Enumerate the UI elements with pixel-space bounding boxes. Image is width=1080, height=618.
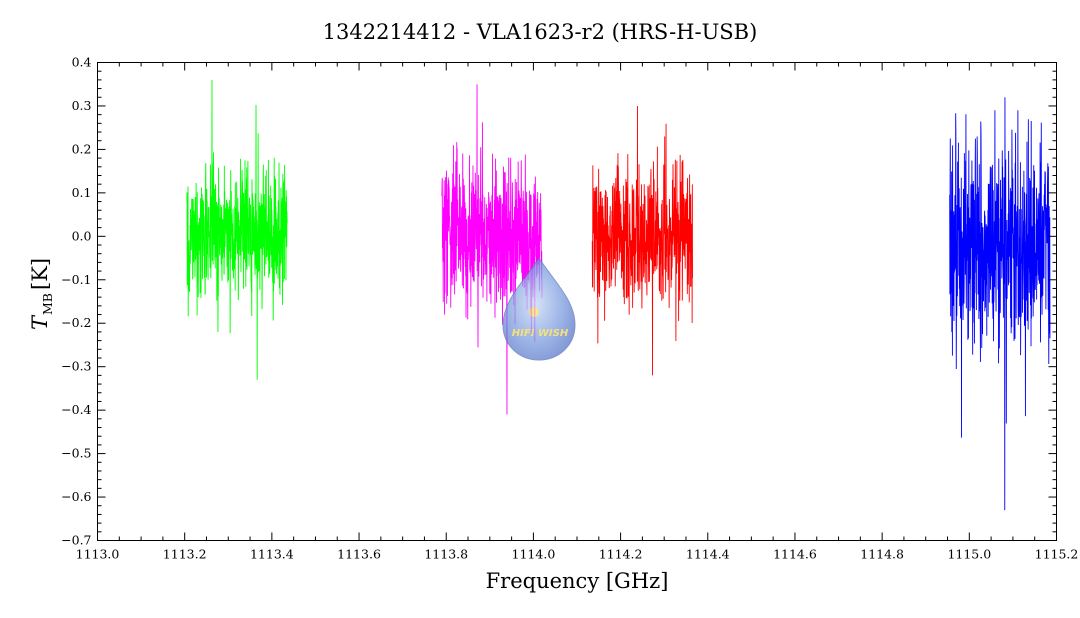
x-tick-label: 1113.6 — [337, 547, 381, 562]
x-tick-label: 1113.4 — [250, 547, 294, 562]
wish-logo-watermark: HIFI WISH — [502, 257, 576, 361]
x-axis: 1113.0 1113.2 1113.4 1113.6 1113.8 1114.0 1114… — [76, 62, 1079, 562]
y-tick-label: 0.4 — [72, 55, 92, 70]
chart-title: 1342214412 - VLA1623-r2 (HRS-H-USB) — [323, 20, 758, 44]
y-axis-label-sub: MB — [40, 293, 55, 315]
spectrum-series-2 — [441, 84, 543, 415]
x-tick-label: 1114.0 — [512, 547, 556, 562]
x-tick-label: 1113.2 — [163, 547, 207, 562]
spectrum-series-3 — [591, 105, 693, 376]
x-tick-label: 1113.8 — [424, 547, 468, 562]
y-axis-label: T MB [K] — [28, 258, 55, 330]
x-tick-label: 1114.8 — [860, 547, 904, 562]
y-tick-label: −0.2 — [61, 315, 91, 330]
series-layer — [186, 79, 1051, 511]
y-tick-label: −0.6 — [61, 489, 91, 504]
y-axis-label-main: T — [28, 314, 52, 330]
y-tick-label: −0.3 — [61, 359, 91, 374]
x-tick-label: 1114.4 — [686, 547, 730, 562]
y-axis-label-unit: [K] — [28, 258, 52, 290]
x-tick-label: 1114.2 — [599, 547, 643, 562]
x-tick-label: 1114.6 — [773, 547, 817, 562]
y-tick-label: 0.2 — [72, 141, 92, 156]
y-tick-label: 0.1 — [72, 185, 92, 200]
y-tick-label: −0.1 — [61, 272, 91, 287]
spectrum-series-1 — [186, 79, 288, 380]
y-tick-label: 0.3 — [72, 98, 92, 113]
x-tick-label: 1113.0 — [76, 547, 120, 562]
y-tick-label: −0.4 — [61, 402, 91, 417]
y-tick-label: −0.5 — [61, 446, 91, 461]
y-axis: 0.4 0.3 0.2 0.1 0.0 −0.1 −0.2 −0.3 −0.4 −0.5 −0.6 −… — [61, 55, 1057, 548]
y-tick-label: −0.7 — [61, 533, 91, 548]
y-tick-label: 0.0 — [72, 228, 92, 243]
x-tick-label: 1115.2 — [1035, 547, 1079, 562]
spectrum-series-4 — [949, 97, 1051, 511]
x-axis-label: Frequency [GHz] — [486, 569, 669, 593]
watermark-text: HIFI WISH — [512, 328, 569, 339]
x-tick-label: 1115.0 — [947, 547, 991, 562]
plot-frame — [97, 62, 1057, 541]
